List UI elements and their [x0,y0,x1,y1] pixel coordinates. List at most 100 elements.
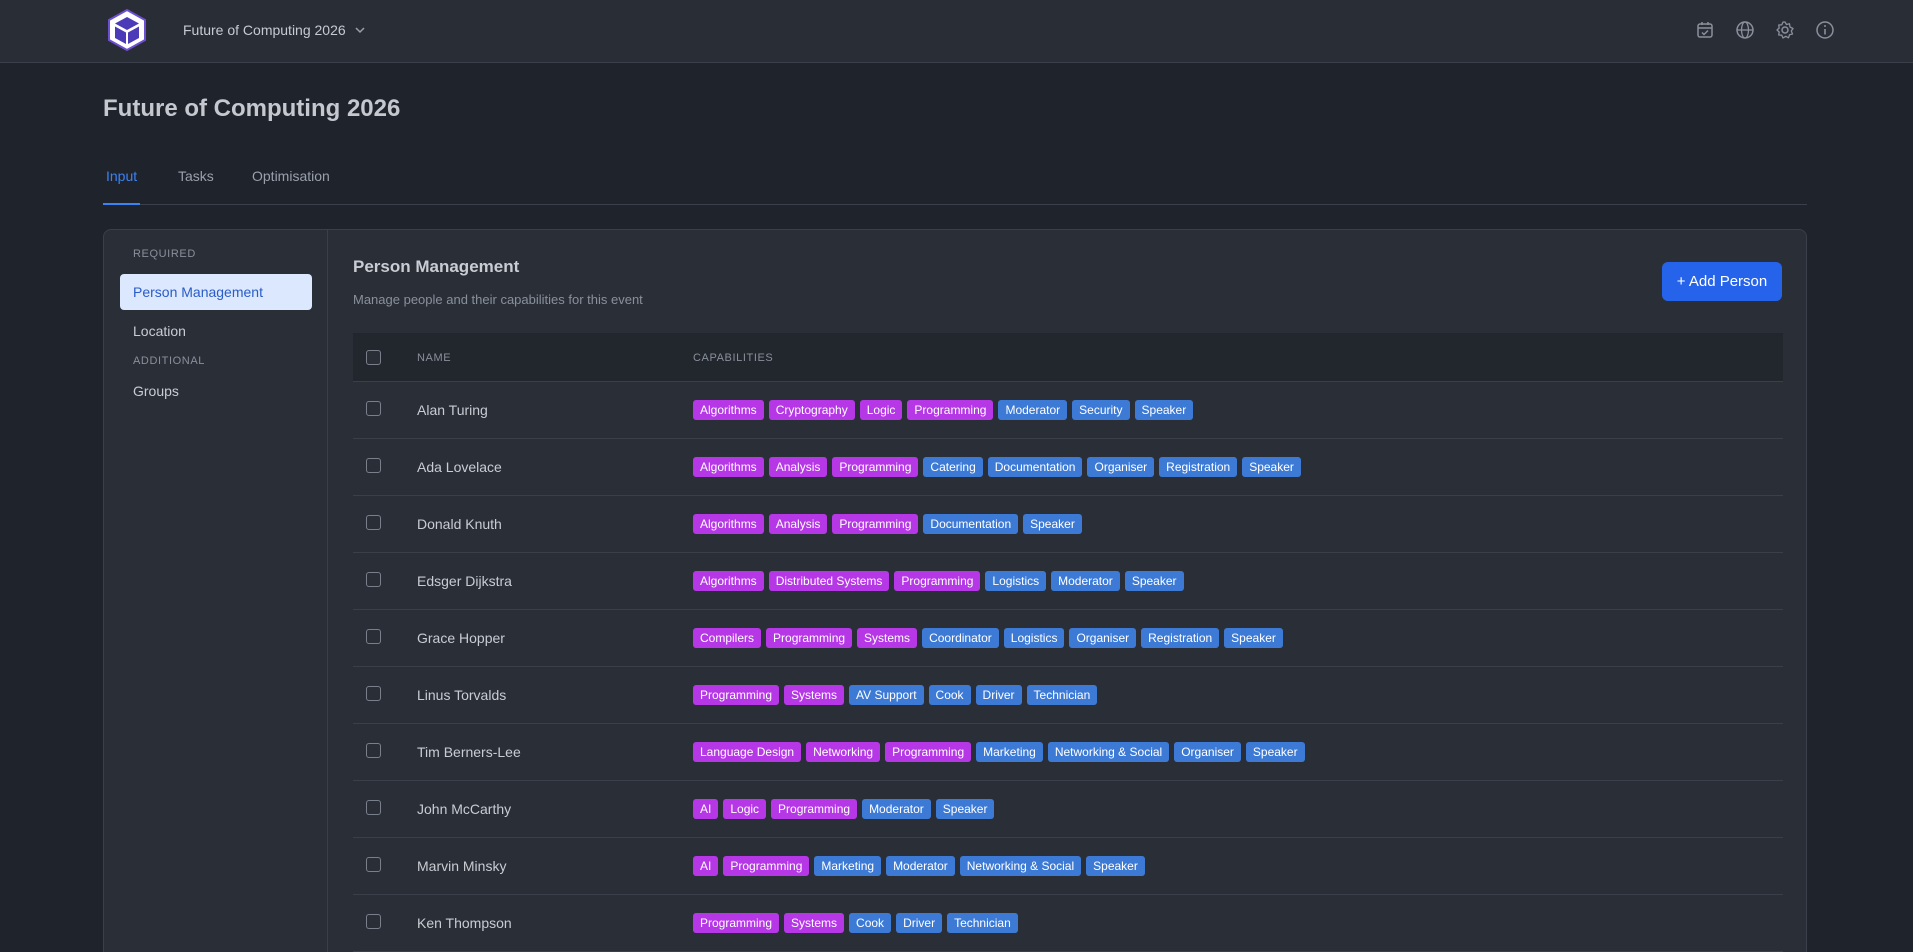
capability-tag-skill: Algorithms [693,514,764,534]
sidebar: REQUIRED Person Management Location ADDI… [104,230,328,952]
row-checkbox[interactable] [366,629,381,644]
column-header-name: NAME [417,352,452,364]
add-person-button[interactable]: + Add Person [1662,262,1782,301]
person-name: Grace Hopper [417,630,505,646]
sidebar-group-additional: ADDITIONAL [133,355,206,367]
input-card: REQUIRED Person Management Location ADDI… [103,229,1807,952]
table-row[interactable]: Alan Turing Algorithms Cryptography Logic Pr… [353,382,1783,439]
capability-tag-role: Cook [928,685,971,705]
capability-tag-skill: Logic [723,799,767,819]
row-checkbox[interactable] [366,572,381,587]
capabilities-list: AI Logic Programming Moderator Speaker [693,799,995,819]
capability-tag-role: Organiser [1087,457,1155,477]
capabilities-list: Programming Systems Cook Driver Technician [693,913,1018,933]
row-checkbox[interactable] [366,800,381,815]
event-selector[interactable]: Future of Computing 2026 [183,19,366,41]
row-checkbox[interactable] [366,401,381,416]
tab-tasks[interactable]: Tasks [178,168,214,184]
person-name: Donald Knuth [417,516,502,532]
row-checkbox[interactable] [366,458,381,473]
capability-tag-role: Networking & Social [959,856,1082,876]
table-body: Alan Turing Algorithms Cryptography Logic Pr… [353,382,1783,952]
capabilities-list: Programming Systems AV Support Cook Driver Te… [693,685,1098,705]
gear-icon[interactable] [1773,18,1797,42]
capability-tag-role: Technician [1026,685,1098,705]
capability-tag-role: Organiser [1174,742,1241,762]
person-management-panel: Person Management Manage people and thei… [353,230,1806,952]
capabilities-list: Language Design Networking Programming Mark… [693,742,1305,762]
person-name: Alan Turing [417,402,488,418]
capability-tag-role: Speaker [1124,571,1184,591]
capability-tag-role: Technician [947,913,1018,933]
capabilities-list: Algorithms Analysis Programming Documentati… [693,514,1082,534]
row-checkbox[interactable] [366,743,381,758]
chevron-down-icon [355,27,365,34]
capability-tag-role: Speaker [935,799,995,819]
row-checkbox[interactable] [366,515,381,530]
capability-tag-skill: Programming [885,742,972,762]
person-name: Marvin Minsky [417,858,507,874]
capability-tag-skill: Programming [907,400,994,420]
capability-tag-role: Moderator [862,799,931,819]
select-all-checkbox[interactable] [366,350,381,365]
capability-tag-role: Marketing [814,856,882,876]
capability-tag-skill: Algorithms [693,571,764,591]
capabilities-list: AI Programming Marketing Moderator Networkin… [693,856,1145,876]
capability-tag-role: Coordinator [922,628,999,648]
capabilities-list: Compilers Programming Systems Coordinator Lo… [693,628,1283,648]
capability-tag-role: Driver [975,685,1022,705]
table-row[interactable]: Grace Hopper Compilers Programming Systems C… [353,610,1783,667]
row-checkbox[interactable] [366,857,381,872]
capability-tag-skill: Programming [832,514,919,534]
capability-tag-skill: Programming [771,799,858,819]
table-row[interactable]: Donald Knuth Algorithms Analysis Programmin… [353,496,1783,553]
capability-tag-role: Documentation [923,514,1019,534]
capability-tag-role: Driver [896,913,943,933]
capability-tag-skill: Programming [832,457,919,477]
app-logo-icon[interactable] [105,8,149,52]
capabilities-list: Algorithms Analysis Programming Catering Doc… [693,457,1301,477]
table-row[interactable]: Linus Torvalds Programming Systems AV Suppo… [353,667,1783,724]
capability-tag-skill: Logic [859,400,903,420]
table-row[interactable]: Ada Lovelace Algorithms Analysis Programmin… [353,439,1783,496]
capabilities-list: Algorithms Cryptography Logic Programming Mo… [693,400,1194,420]
globe-icon[interactable] [1733,18,1757,42]
section-title: Person Management [353,257,520,276]
row-checkbox[interactable] [366,914,381,929]
capability-tag-skill: Systems [784,685,845,705]
person-name: Ada Lovelace [417,459,502,475]
capabilities-list: Algorithms Distributed Systems Programming… [693,571,1184,591]
capability-tag-role: Registration [1159,457,1238,477]
table-row[interactable]: Ken Thompson Programming Systems Cook Driver… [353,895,1783,952]
table-header: NAME CAPABILITIES [353,333,1783,382]
tab-input[interactable]: Input [103,168,141,205]
calendar-check-icon[interactable] [1693,18,1717,42]
capability-tag-skill: Programming [894,571,981,591]
event-selector-label: Future of Computing 2026 [183,22,346,38]
sidebar-item-person-management[interactable]: Person Management [120,274,312,310]
capability-tag-role: Speaker [1245,742,1305,762]
capability-tag-skill: Programming [723,856,810,876]
capability-tag-role: Speaker [1023,514,1082,534]
capability-tag-role: Catering [923,457,983,477]
tab-optimisation[interactable]: Optimisation [252,168,330,184]
capability-tag-skill: Programming [766,628,853,648]
capability-tag-skill: AI [693,799,719,819]
page-title: Future of Computing 2026 [103,95,401,122]
row-checkbox[interactable] [366,686,381,701]
sidebar-item-location[interactable]: Location [133,323,186,339]
capability-tag-skill: Algorithms [693,400,764,420]
table-row[interactable]: John McCarthy AI Logic Programming Moderator… [353,781,1783,838]
capability-tag-skill: Algorithms [693,457,764,477]
table-row[interactable]: Marvin Minsky AI Programming Marketing Moder… [353,838,1783,895]
capability-tag-skill: Compilers [693,628,762,648]
table-row[interactable]: Tim Berners-Lee Language Design Networking… [353,724,1783,781]
table-row[interactable]: Edsger Dijkstra Algorithms Distributed Sys… [353,553,1783,610]
capability-tag-skill: AI [693,856,719,876]
sidebar-item-groups[interactable]: Groups [133,383,179,399]
capability-tag-skill: Programming [693,913,780,933]
person-name: John McCarthy [417,801,512,817]
capability-tag-role: AV Support [849,685,924,705]
person-name: Edsger Dijkstra [417,573,512,589]
info-icon[interactable] [1813,18,1837,42]
